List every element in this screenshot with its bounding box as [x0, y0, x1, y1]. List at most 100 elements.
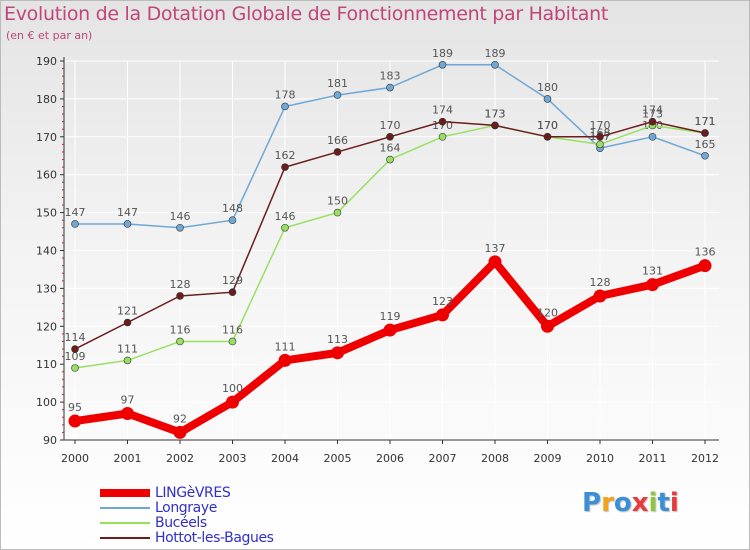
data-point-ling-vres: [436, 308, 449, 322]
data-label-longraye: 147: [117, 206, 138, 219]
data-label-hottot-les-bagues: 174: [432, 104, 453, 117]
data-label-hottot-les-bagues: 121: [117, 305, 138, 318]
data-point-ling-vres: [646, 278, 659, 292]
legend-label: LINGèVRES: [155, 485, 231, 501]
data-point-longraye: [648, 133, 657, 141]
data-label-longraye: 189: [485, 47, 506, 60]
data-point-longraye: [333, 91, 342, 99]
data-point-ling-vres: [488, 255, 502, 269]
x-tick-label: 2003: [219, 452, 247, 465]
data-point-hottot-les-bagues: [333, 148, 342, 156]
data-label-hottot-les-bagues: 170: [537, 119, 558, 132]
data-label-hottot-les-bagues: 171: [695, 115, 716, 128]
x-tick-label: 2011: [639, 452, 667, 465]
data-point-buc-els: [123, 356, 132, 365]
logo-letter: x: [631, 488, 649, 518]
legend-swatch: [100, 537, 150, 539]
data-label-longraye: 178: [275, 88, 296, 101]
data-point-longraye: [123, 220, 132, 228]
data-label-hottot-les-bagues: 170: [380, 119, 401, 132]
data-point-hottot-les-bagues: [491, 121, 499, 130]
data-point-hottot-les-bagues: [543, 133, 552, 141]
data-point-buc-els: [176, 337, 184, 346]
data-point-hottot-les-bagues: [596, 133, 604, 141]
data-label-hottot-les-bagues: 166: [327, 134, 348, 147]
x-tick-label: 2010: [586, 452, 614, 465]
x-tick-label: 2005: [324, 452, 352, 465]
data-point-buc-els: [438, 133, 447, 141]
data-point-longraye: [386, 83, 394, 92]
data-point-longraye: [228, 216, 237, 224]
data-label-buc-els: 150: [327, 195, 348, 208]
data-point-longraye: [701, 151, 709, 160]
logo-letter: i: [669, 488, 679, 518]
data-label-buc-els: 116: [222, 323, 243, 336]
data-point-longraye: [491, 60, 499, 69]
data-label-buc-els: 173: [642, 107, 663, 120]
data-point-hottot-les-bagues: [71, 345, 79, 353]
data-label-ling-vres: 100: [222, 382, 243, 395]
logo-letter: t: [657, 488, 670, 518]
data-label-longraye: 189: [432, 47, 453, 60]
x-tick-label: 2000: [61, 452, 89, 465]
data-label-ling-vres: 111: [275, 340, 296, 353]
data-point-ling-vres: [541, 319, 554, 333]
data-point-ling-vres: [383, 323, 397, 337]
y-tick-label: 160: [36, 169, 57, 182]
legend-swatch: [100, 489, 150, 497]
data-label-buc-els: 109: [65, 350, 86, 363]
data-point-ling-vres: [593, 289, 607, 303]
chart-subtitle: (en € et par an): [6, 29, 93, 42]
data-label-buc-els: 111: [117, 342, 138, 355]
data-label-longraye: 148: [222, 202, 243, 215]
data-label-ling-vres: 120: [537, 306, 558, 319]
chart-title: Evolution de la Dotation Globale de Fonc…: [4, 3, 609, 25]
data-point-longraye: [176, 223, 184, 232]
data-label-buc-els: 164: [380, 142, 401, 155]
data-point-longraye: [438, 60, 447, 69]
data-label-ling-vres: 123: [432, 295, 453, 308]
data-label-ling-vres: 97: [121, 393, 135, 406]
data-label-buc-els: 170: [537, 119, 558, 132]
data-point-buc-els: [596, 140, 604, 149]
data-label-longraye: 181: [327, 77, 348, 90]
data-label-ling-vres: 119: [380, 310, 401, 323]
y-tick-label: 180: [36, 93, 57, 106]
data-label-ling-vres: 128: [590, 276, 611, 289]
data-label-buc-els: 171: [695, 115, 716, 128]
data-label-hottot-les-bagues: 174: [642, 104, 663, 117]
data-point-buc-els: [71, 364, 79, 372]
data-label-hottot-les-bagues: 114: [65, 331, 86, 344]
y-tick-label: 100: [36, 396, 57, 409]
legend-label: Bucéels: [155, 515, 207, 531]
data-label-hottot-les-bagues: 162: [275, 149, 296, 162]
data-point-longraye: [281, 102, 289, 111]
x-tick-label: 2002: [166, 452, 194, 465]
data-label-ling-vres: 95: [68, 401, 82, 414]
x-tick-label: 2006: [376, 452, 404, 465]
y-tick-label: 90: [43, 434, 57, 447]
data-label-ling-vres: 136: [695, 246, 716, 259]
y-tick-label: 130: [36, 282, 57, 295]
data-point-ling-vres: [226, 395, 239, 409]
y-tick-label: 190: [36, 55, 57, 68]
y-tick-label: 120: [36, 320, 57, 333]
data-point-buc-els: [228, 337, 237, 346]
data-point-hottot-les-bagues: [438, 117, 447, 126]
data-point-ling-vres: [68, 414, 82, 428]
proxiti-logo: Proxiti: [582, 488, 679, 518]
data-point-ling-vres: [331, 346, 344, 360]
data-point-hottot-les-bagues: [176, 292, 184, 300]
data-point-hottot-les-bagues: [281, 163, 289, 171]
data-point-ling-vres: [173, 425, 187, 439]
data-point-buc-els: [333, 208, 342, 217]
legend-label: Longraye: [155, 500, 217, 516]
data-label-longraye: 146: [170, 210, 191, 223]
data-point-longraye: [71, 220, 79, 228]
data-label-hottot-les-bagues: 128: [170, 278, 191, 291]
legend-label: Hottot-les-Bagues: [155, 530, 274, 546]
logo-letter: r: [601, 488, 614, 518]
data-label-hottot-les-bagues: 170: [590, 119, 611, 132]
